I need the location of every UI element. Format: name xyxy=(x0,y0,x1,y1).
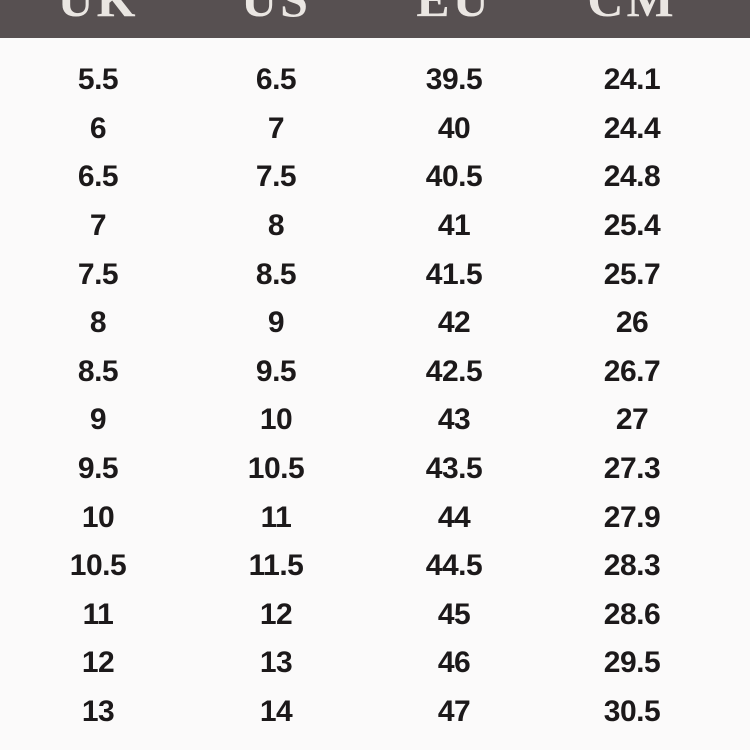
cell-uk: 10.5 xyxy=(69,549,127,583)
header-cell-eu: EU xyxy=(365,0,543,38)
cell-uk: 5.5 xyxy=(77,63,119,97)
cell-cm: 27.9 xyxy=(603,500,661,534)
header-cell-cm: CM xyxy=(543,0,721,38)
table-row: 7.5 8.5 41.5 25.7 xyxy=(9,250,721,299)
cell-cm: 28.6 xyxy=(603,597,661,631)
table-row: 12 13 46 29.5 xyxy=(9,639,721,688)
table-row: 7 8 41 25.4 xyxy=(9,202,721,251)
cell-cm: 30.5 xyxy=(603,695,661,729)
table-row: 8 9 42 26 xyxy=(9,299,721,348)
table-row: 6.5 7.5 40.5 24.8 xyxy=(9,153,721,202)
cell-cm: 26 xyxy=(615,306,649,340)
cell-uk: 13 xyxy=(81,695,115,729)
cell-eu: 43 xyxy=(437,403,471,437)
cell-cm: 29.5 xyxy=(603,646,661,680)
cell-eu: 42 xyxy=(437,306,471,340)
cell-uk: 8 xyxy=(89,306,107,340)
cell-us: 6.5 xyxy=(255,63,297,97)
table-row: 13 14 47 30.5 xyxy=(9,688,721,737)
table-row: 5.5 6.5 39.5 24.1 xyxy=(9,56,721,105)
header-label-us: US xyxy=(187,0,365,24)
cell-cm: 24.4 xyxy=(603,111,661,145)
cell-eu: 41 xyxy=(437,209,471,243)
cell-us: 11.5 xyxy=(248,549,304,583)
cell-uk: 10 xyxy=(81,500,115,534)
cell-us: 8.5 xyxy=(255,257,297,291)
cell-uk: 9.5 xyxy=(77,452,119,486)
cell-uk: 12 xyxy=(81,646,115,680)
table-row: 6 7 40 24.4 xyxy=(9,105,721,154)
table-row: 8.5 9.5 42.5 26.7 xyxy=(9,348,721,397)
cell-eu: 46 xyxy=(437,646,471,680)
cell-cm: 24.1 xyxy=(603,63,661,97)
cell-cm: 27 xyxy=(615,403,649,437)
cell-us: 14 xyxy=(259,695,293,729)
cell-uk: 8.5 xyxy=(77,354,119,388)
cell-uk: 6 xyxy=(89,111,107,145)
table-row: 9.5 10.5 43.5 27.3 xyxy=(9,445,721,494)
cell-eu: 43.5 xyxy=(425,452,483,486)
cell-uk: 9 xyxy=(89,403,107,437)
cell-us: 13 xyxy=(259,646,293,680)
cell-eu: 47 xyxy=(437,695,471,729)
table-row: 9 10 43 27 xyxy=(9,396,721,445)
cell-eu: 40 xyxy=(437,111,471,145)
cell-uk: 7.5 xyxy=(77,257,119,291)
cell-us: 10.5 xyxy=(247,452,305,486)
cell-eu: 44 xyxy=(437,500,471,534)
cell-uk: 11 xyxy=(82,597,114,631)
table-body: 5.5 6.5 39.5 24.1 6 7 40 24.4 6.5 7.5 40… xyxy=(0,38,750,750)
header-label-cm: CM xyxy=(543,0,721,24)
header-label-uk: UK xyxy=(9,0,187,24)
cell-us: 9.5 xyxy=(255,354,297,388)
table-row: 10.5 11.5 44.5 28.3 xyxy=(9,542,721,591)
table-row: 10 11 44 27.9 xyxy=(9,493,721,542)
cell-eu: 44.5 xyxy=(425,549,483,583)
cell-cm: 25.7 xyxy=(603,257,661,291)
table-row: 11 12 45 28.6 xyxy=(9,591,721,640)
cell-us: 11 xyxy=(260,500,292,534)
cell-eu: 45 xyxy=(437,597,471,631)
cell-us: 12 xyxy=(259,597,293,631)
cell-cm: 27.3 xyxy=(603,452,661,486)
cell-eu: 42.5 xyxy=(425,354,483,388)
cell-uk: 7 xyxy=(89,209,107,243)
cell-uk: 6.5 xyxy=(77,160,119,194)
cell-cm: 24.8 xyxy=(603,160,661,194)
cell-us: 9 xyxy=(267,306,285,340)
cell-eu: 39.5 xyxy=(425,63,483,97)
header-cell-uk: UK xyxy=(9,0,187,38)
cell-us: 10 xyxy=(259,403,293,437)
cell-cm: 28.3 xyxy=(603,549,661,583)
cell-eu: 41.5 xyxy=(425,257,483,291)
cell-us: 8 xyxy=(267,209,285,243)
table-header: UK US EU CM xyxy=(0,0,750,38)
cell-cm: 26.7 xyxy=(603,354,661,388)
cell-cm: 25.4 xyxy=(603,209,661,243)
cell-eu: 40.5 xyxy=(425,160,483,194)
cell-us: 7 xyxy=(267,111,285,145)
header-label-eu: EU xyxy=(365,0,543,24)
header-cell-us: US xyxy=(187,0,365,38)
cell-us: 7.5 xyxy=(255,160,297,194)
